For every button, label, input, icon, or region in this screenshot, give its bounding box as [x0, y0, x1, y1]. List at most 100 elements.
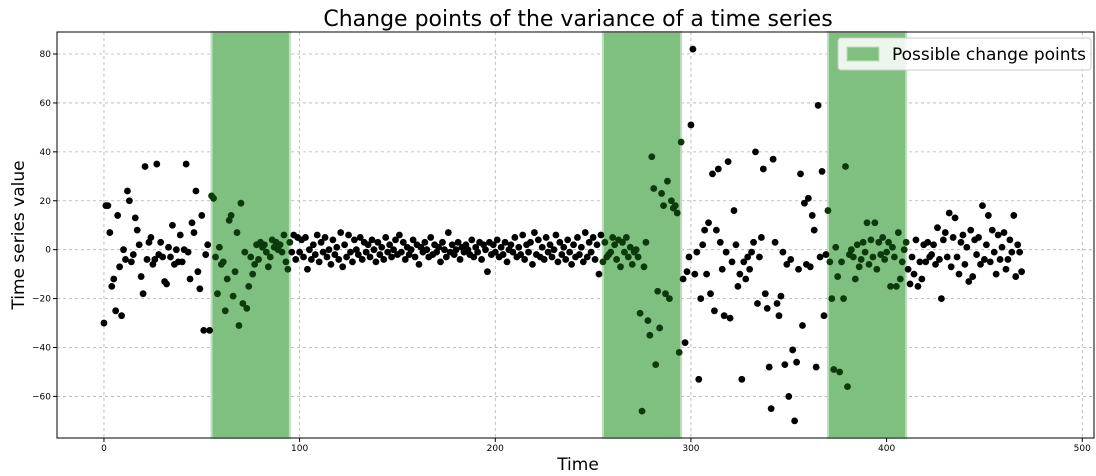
data-point [247, 253, 255, 261]
data-point [799, 322, 806, 329]
data-point [834, 273, 842, 280]
data-point [818, 168, 826, 175]
data-point [114, 212, 122, 219]
data-point [529, 260, 536, 268]
x-tick-label: 200 [487, 444, 504, 454]
data-point [711, 307, 718, 315]
data-point [634, 253, 642, 261]
data-point [675, 348, 683, 356]
data-point [206, 326, 214, 334]
data-point [286, 238, 294, 246]
data-point [724, 158, 732, 166]
data-point [658, 190, 665, 197]
data-point [949, 234, 957, 241]
data-point [892, 282, 900, 290]
data-point [646, 331, 654, 339]
data-point [235, 322, 243, 329]
data-point [593, 241, 601, 249]
data-point [814, 101, 822, 109]
data-point [934, 224, 941, 232]
data-point [574, 234, 581, 241]
data-point [437, 258, 444, 266]
data-point [732, 241, 740, 249]
data-point [937, 295, 945, 302]
data-point [219, 258, 227, 266]
data-point [264, 263, 272, 271]
data-point [775, 312, 783, 320]
data-point [619, 238, 626, 246]
data-point [200, 326, 208, 334]
data-point [509, 248, 517, 256]
x-axis-title: Time [556, 455, 599, 475]
data-point [351, 236, 358, 244]
data-point [667, 197, 675, 205]
data-point [441, 246, 448, 254]
data-point [110, 275, 118, 283]
data-point [738, 375, 746, 383]
data-point [1002, 265, 1010, 273]
data-point [306, 246, 313, 254]
data-point [538, 243, 546, 251]
data-point [282, 258, 290, 266]
data-point [280, 231, 288, 239]
data-point [847, 246, 855, 254]
data-point [517, 251, 525, 258]
data-point [231, 268, 239, 276]
data-point [1006, 236, 1014, 244]
data-point [141, 163, 149, 170]
data-point [726, 314, 734, 322]
data-point [865, 260, 873, 268]
data-point [861, 248, 869, 256]
data-point [178, 258, 186, 266]
data-point [245, 282, 253, 290]
data-point [343, 253, 350, 261]
data-point [125, 197, 133, 205]
data-point [824, 207, 832, 214]
data-point [963, 243, 971, 251]
data-point [243, 304, 251, 312]
data-point [773, 300, 781, 307]
data-point [844, 383, 851, 391]
data-point [167, 253, 174, 261]
data-point [859, 238, 867, 246]
data-point [808, 212, 816, 219]
data-point [368, 236, 376, 244]
data-point [914, 282, 922, 290]
data-point [924, 238, 932, 246]
data-point [662, 290, 669, 298]
data-point [534, 236, 542, 244]
data-point [349, 258, 356, 266]
data-point [378, 243, 386, 251]
data-point [795, 265, 802, 273]
data-point [104, 202, 112, 210]
data-point [816, 253, 824, 261]
data-point [912, 236, 920, 244]
data-point [763, 304, 771, 312]
data-point [806, 263, 814, 271]
data-point [977, 260, 984, 268]
data-point [519, 231, 527, 239]
data-point [362, 248, 370, 256]
data-point [597, 231, 605, 239]
data-point [435, 243, 442, 251]
data-point [922, 258, 930, 266]
data-point [622, 234, 630, 241]
data-point [407, 246, 415, 254]
data-point [875, 238, 883, 246]
data-point [765, 363, 773, 371]
data-point [319, 248, 327, 256]
data-point [542, 234, 550, 241]
data-point [664, 177, 671, 185]
data-point [863, 219, 871, 227]
data-point [325, 246, 333, 254]
data-point [304, 265, 311, 273]
data-point [693, 248, 701, 256]
data-point [1018, 268, 1026, 276]
data-point [452, 246, 460, 254]
data-point [163, 280, 170, 288]
data-point [699, 241, 707, 249]
data-point [767, 405, 775, 413]
data-point [873, 265, 881, 273]
y-tick-label: −20 [32, 295, 51, 305]
data-point [515, 243, 523, 251]
